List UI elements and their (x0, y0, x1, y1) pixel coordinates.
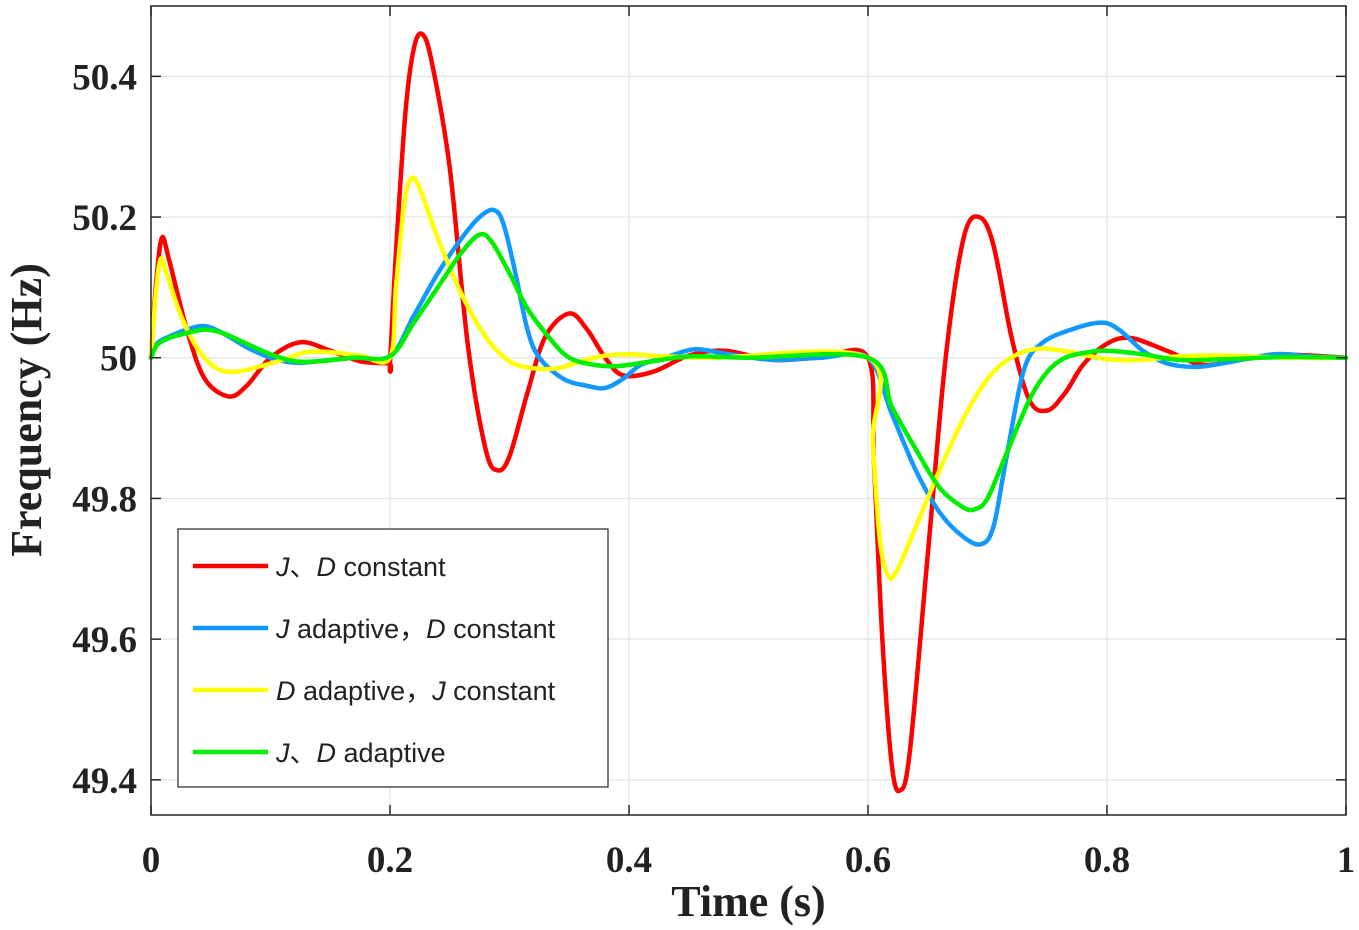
series-line-j-d-adaptive (148, 231, 1349, 513)
x-tick-label: 0 (142, 840, 161, 881)
x-tick-labels: 0 0.2 0.4 0.6 0.8 1 (142, 840, 1356, 881)
legend: J、D constant J adaptive，D constant D adapt… (177, 528, 609, 788)
y-tick-label: 49.6 (72, 620, 137, 661)
legend-label-j-d-adaptive: J、D adaptive (275, 738, 446, 768)
x-tick-label: 0.2 (367, 840, 413, 881)
legend-label-j-d-constant: J、D constant (275, 552, 446, 582)
y-tick-label: 50 (100, 339, 137, 380)
axis-ticks (150, 6, 1347, 815)
x-tick-label: 1 (1337, 840, 1356, 881)
series-lines (148, 31, 1349, 794)
legend-box (177, 528, 609, 788)
y-axis-title: Frequency (Hz) (2, 263, 51, 557)
y-tick-label: 49.4 (72, 761, 137, 802)
x-tick-label: 0.8 (1084, 840, 1130, 881)
legend-items: J、D constant J adaptive，D constant D adapt… (193, 552, 556, 768)
legend-label-d-adaptive-j-constant: D adaptive，J constant (276, 676, 556, 706)
y-tick-label: 50.2 (72, 198, 137, 239)
plot-frame (150, 5, 1347, 816)
y-tick-label: 50.4 (72, 57, 137, 98)
x-tick-label: 0.6 (845, 840, 891, 881)
x-tick-label: 0.4 (606, 840, 652, 881)
x-axis-title: Time (s) (671, 877, 825, 926)
y-tick-label: 49.8 (72, 479, 137, 520)
series-line-d-adaptive-j-constant (148, 175, 1349, 581)
legend-label-j-adaptive-d-constant: J adaptive，D constant (275, 614, 556, 644)
y-tick-labels: 49.4 49.6 49.8 50 50.2 50.4 (72, 57, 137, 801)
